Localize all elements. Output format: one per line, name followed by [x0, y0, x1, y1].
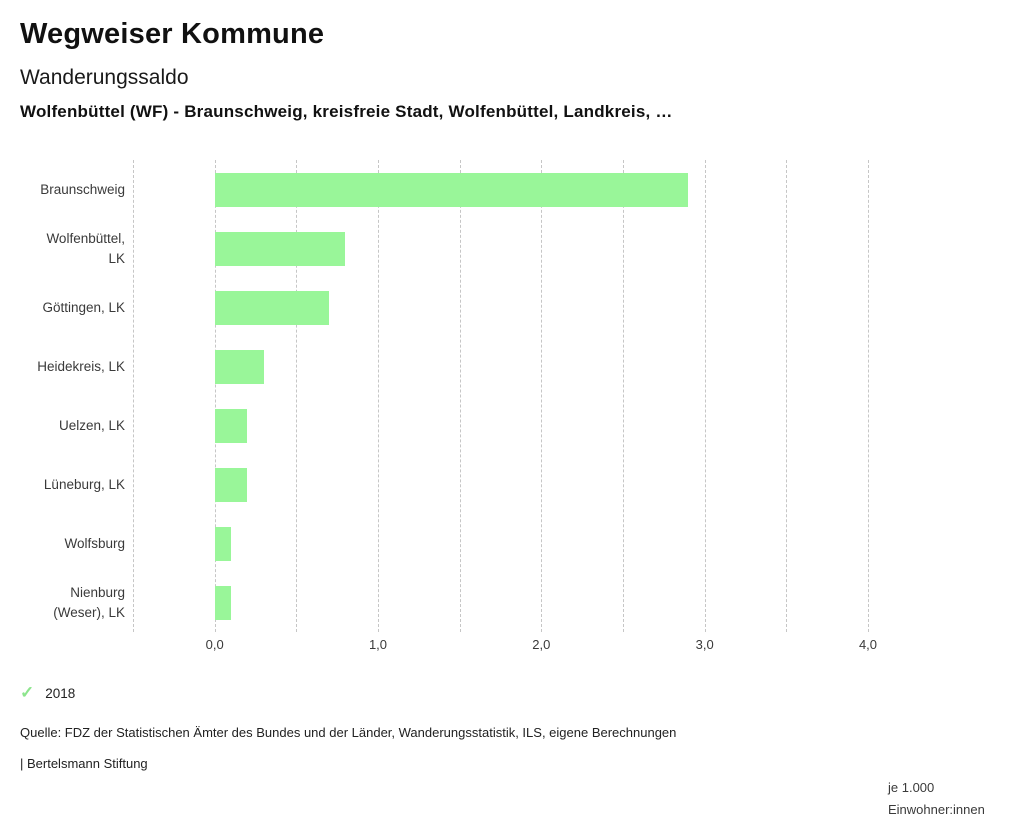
- gridline: [133, 160, 134, 632]
- category-label: Heidekreis, LK: [37, 358, 125, 374]
- bar-l-neburg-lk[interactable]: [214, 467, 248, 502]
- x-tick-label: 3,0: [695, 637, 714, 652]
- category-label: Nienburg (Weser), LK: [53, 584, 125, 620]
- gridline: [786, 160, 788, 632]
- brand-text: | Bertelsmann Stiftung: [20, 756, 148, 771]
- wegweiser-kommune-page: Wegweiser Kommune Wanderungssaldo Wolfen…: [0, 18, 1024, 817]
- axis-unit-label: je 1.000 Einwohner:innen: [888, 777, 985, 821]
- category-label: Braunschweig: [40, 181, 125, 197]
- chart-title: Wanderungssaldo: [20, 66, 189, 89]
- gridline: [296, 160, 298, 632]
- category-label: Wolfenbüttel, LK: [46, 230, 125, 266]
- gridline: [623, 160, 624, 632]
- gridline: [704, 160, 706, 632]
- gridline: [378, 160, 379, 632]
- bar-heidekreis-lk[interactable]: [214, 349, 264, 384]
- category-label: Wolfsburg: [64, 535, 125, 551]
- category-label: Lüneburg, LK: [43, 476, 125, 492]
- category-label: Uelzen, LK: [58, 417, 125, 433]
- bar-braunschweig[interactable]: [214, 172, 689, 207]
- category-label: Göttingen, LK: [42, 299, 125, 315]
- legend-item-2018[interactable]: ✓ 2018: [20, 683, 76, 702]
- bar-chart: je 1.000 Einwohner:innen Braunschweig Wol…: [0, 160, 1024, 817]
- axis-unit-line2: Einwohner:innen: [888, 802, 985, 817]
- x-tick-label: 2,0: [532, 637, 551, 652]
- x-tick-label: 0,0: [205, 637, 224, 652]
- source-text: Quelle: FDZ der Statistischen Ämter des …: [20, 725, 677, 740]
- axis-unit-line1: je 1.000: [888, 780, 935, 795]
- app-title: Wegweiser Kommune: [20, 18, 325, 50]
- bar-wolfenb-ttel-lk[interactable]: [214, 231, 346, 266]
- x-tick-label: 4,0: [858, 637, 878, 652]
- legend-year-label: 2018: [45, 685, 76, 701]
- bar-g-ttingen-lk[interactable]: [214, 290, 329, 325]
- check-icon: ✓: [20, 683, 35, 702]
- gridline: [459, 160, 461, 632]
- bar-wolfsburg[interactable]: [214, 526, 231, 561]
- bar-nienburg-weser-lk[interactable]: [214, 585, 231, 620]
- gridline: [541, 160, 543, 632]
- plot-area: [133, 160, 869, 632]
- bar-uelzen-lk[interactable]: [214, 408, 248, 443]
- x-tick-label: 1,0: [368, 637, 388, 652]
- chart-selection: Wolfenbüttel (WF) - Braunschweig, kreisf…: [20, 102, 673, 121]
- gridline: [214, 160, 216, 632]
- gridline: [868, 160, 869, 632]
